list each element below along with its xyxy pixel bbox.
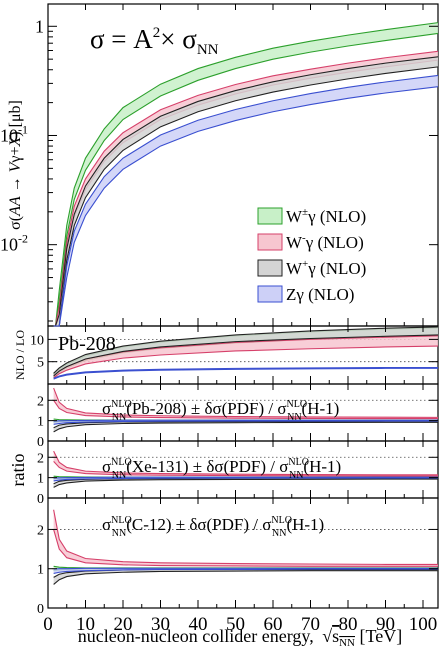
y-tick-label-1-1: 10	[30, 333, 44, 348]
band-upper-p2-s1	[53, 387, 439, 418]
band-lower-p3-s2	[53, 478, 438, 488]
band-p0-s3	[53, 75, 438, 327]
x-axis-label: nucleon-nucleon collider energy, √sNN [T…	[78, 626, 402, 649]
band-upper-p3-s1	[53, 450, 438, 476]
ratio-c12-panel-frame	[47, 497, 439, 609]
legend-entry-wminus: W-γ (NLO)	[257, 232, 364, 252]
legend-label-wpm: W±γ (NLO)	[286, 206, 366, 226]
legend-swatch-wpm	[257, 207, 283, 225]
legend-label-wplus: W+γ (NLO)	[286, 258, 366, 278]
band-p0-s2	[53, 56, 438, 326]
ratio-c12-label: σNLO NN(C-12) ± δσ(PDF) / σNLO NN(H-1)	[102, 515, 324, 539]
y-tick-label-0-0: 10-2	[0, 232, 28, 255]
legend-swatch-wminus	[257, 233, 283, 251]
x-tick-label-1: 10	[76, 614, 95, 635]
band-p0-s0	[53, 22, 438, 326]
legend-swatch-zgamma	[257, 285, 283, 303]
x-tick-label-6: 60	[264, 614, 283, 635]
y-tick-label-3-0: 0	[37, 492, 44, 507]
band-lower-p4-s2	[53, 570, 438, 585]
band-upper-p3-s3	[53, 476, 438, 479]
kfactor-y-axis-label: NLO / LO	[13, 330, 27, 380]
band-upper-p2-s3	[53, 419, 438, 422]
band-p4-s2	[53, 569, 438, 585]
x-tick-label-4: 40	[189, 614, 208, 635]
band-lower-p4-s3	[53, 568, 438, 574]
x-tick-label-10: 100	[409, 614, 438, 635]
main-title: σ = A2× σNN	[90, 24, 219, 58]
legend-entry-wplus: W+γ (NLO)	[257, 258, 366, 278]
band-upper-p4-s3	[53, 567, 438, 570]
x-tick-label-2: 20	[114, 614, 133, 635]
y-tick-label-2-0: 0	[37, 435, 44, 450]
band-upper-p0-s0	[53, 22, 439, 327]
x-tick-label-3: 30	[151, 614, 170, 635]
x-tick-label-5: 50	[226, 614, 245, 635]
band-upper-p0-s3	[53, 74, 439, 327]
band-lower-p2-s3	[53, 420, 438, 425]
band-upper-p1-s3	[53, 366, 438, 379]
band-lower-p1-s1	[53, 345, 439, 379]
band-p1-s2	[53, 326, 438, 376]
band-p0-s1	[53, 51, 438, 326]
x-tick-label-0: 0	[43, 614, 53, 635]
band-upper-p0-s1	[53, 50, 439, 327]
chart-marks	[48, 22, 439, 585]
y-tick-label-1-0: 5	[37, 356, 44, 371]
ratio-y-axis-label: ratio	[8, 454, 28, 487]
band-lower-p0-s3	[53, 86, 439, 327]
band-lower-p4-s1	[53, 529, 438, 567]
band-p1-s1	[53, 335, 438, 378]
ratio-xe131-label: σNLO NN(Xe-131) ± δσ(PDF) / σNLO NN(H-1)	[102, 457, 341, 481]
legend: W±γ (NLO) W-γ (NLO) W+γ (NLO) Zγ (NLO)	[257, 206, 366, 304]
x-tick-label-7: 70	[301, 614, 320, 635]
legend-entry-zgamma: Zγ (NLO)	[257, 285, 354, 304]
band-lower-p0-s0	[53, 32, 439, 327]
y-tick-label-2-1: 1	[37, 415, 44, 430]
main-y-axis-label: σ(AA → Vγ+X) [μb]	[7, 100, 24, 230]
y-tick-label-3-1: 1	[37, 472, 44, 487]
ratio-pb208-label: σNLO NN(Pb-208) ± δσ(PDF) / σNLO NN(H-1)	[102, 399, 339, 423]
legend-label-zgamma: Zγ (NLO)	[286, 285, 354, 304]
legend-swatch-wplus	[257, 259, 283, 277]
band-lower-p1-s2	[53, 334, 439, 377]
band-upper-p0-s2	[53, 56, 439, 327]
x-tick-label-9: 90	[376, 614, 395, 635]
band-lower-p2-s2	[53, 421, 438, 433]
band-lower-p3-s1	[53, 460, 438, 477]
x-tick-label-8: 80	[339, 614, 358, 635]
band-lower-p2-s1	[53, 399, 438, 420]
legend-label-wminus: W-γ (NLO)	[286, 232, 364, 252]
y-tick-label-4-1: 1	[37, 563, 44, 578]
band-p4-s1	[53, 509, 438, 567]
legend-entry-wpm: W±γ (NLO)	[257, 206, 366, 226]
y-tick-label-2-2: 2	[37, 394, 44, 409]
y-tick-label-0-1: 10-1	[0, 122, 28, 145]
band-lower-p0-s1	[53, 59, 439, 327]
kfactor-panel-label: Pb-208	[58, 333, 116, 355]
band-lower-p1-s3	[53, 367, 438, 380]
y-tick-label-0-2: 1	[35, 16, 44, 36]
y-tick-label-3-2: 2	[37, 451, 44, 466]
band-upper-p4-s1	[53, 509, 438, 565]
band-lower-p3-s3	[53, 477, 438, 482]
y-tick-label-4-2: 2	[37, 523, 44, 538]
y-tick-label-4-0: 0	[37, 602, 44, 617]
band-lower-p0-s2	[53, 66, 439, 327]
